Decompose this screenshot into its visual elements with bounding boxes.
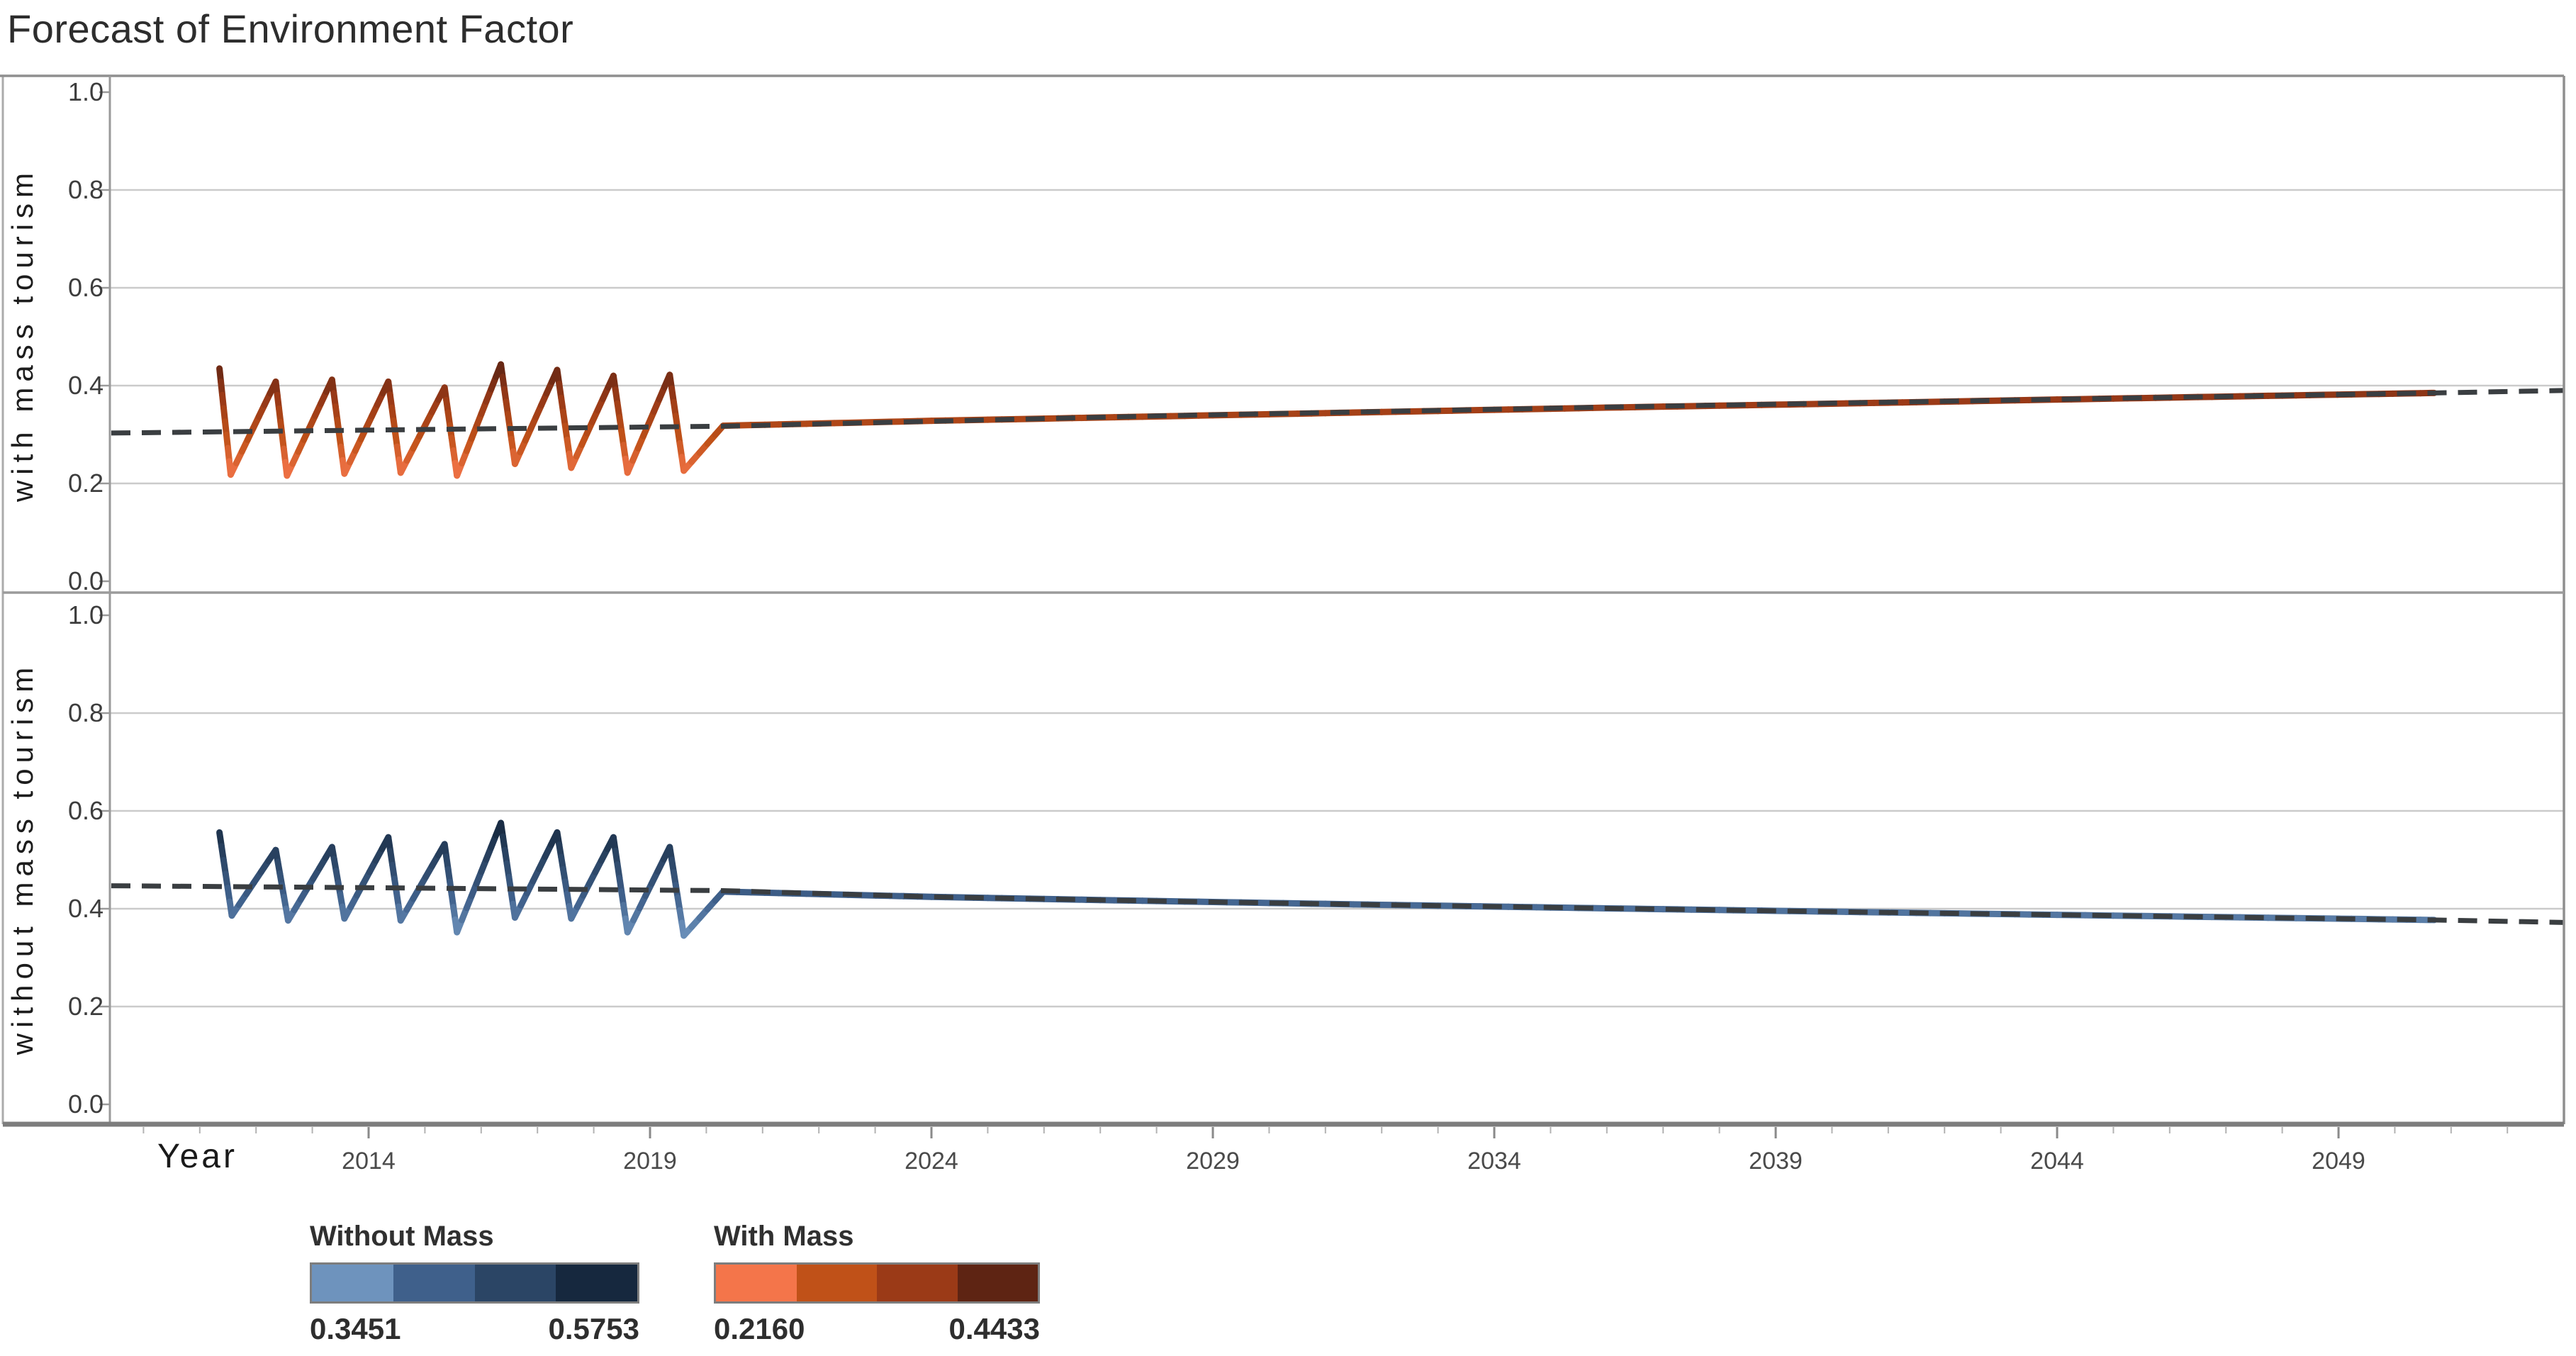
legend-with-mass-min: 0.2160	[714, 1312, 805, 1345]
panel-1-trend-line	[111, 883, 2564, 925]
legend-color-step	[877, 1265, 958, 1301]
legend-without-mass: Without Mass 0.3451 0.5753	[310, 1221, 639, 1346]
y-tick-label: 0.8	[67, 698, 103, 727]
legend-color-step	[312, 1265, 393, 1301]
legend-color-step	[796, 1265, 877, 1301]
y-tick-label: 0.0	[67, 1089, 103, 1119]
x-axis-title: Year	[157, 1138, 237, 1175]
y-tick-label: 0.4	[67, 894, 103, 923]
legend-with-mass-swatch	[714, 1262, 1040, 1304]
legend-color-step	[957, 1265, 1038, 1301]
legend-color-step	[716, 1265, 797, 1301]
x-tick-label: 2024	[905, 1148, 958, 1175]
panel-0-series	[216, 361, 2438, 479]
legend-with-mass-max: 0.4433	[948, 1312, 1040, 1345]
panel-0-gridlines	[110, 189, 2564, 485]
legend-without-mass-swatch	[310, 1262, 639, 1304]
x-tick-label: 2049	[2312, 1148, 2365, 1175]
y-tick-label: 0.0	[67, 566, 103, 595]
y-tick-label: 1.0	[67, 600, 103, 629]
legend-with-mass-title: With Mass	[714, 1221, 854, 1252]
y-axis-title-box-bottom: without mass tourism	[0, 593, 45, 1124]
x-tick-label: 2029	[1186, 1148, 1240, 1175]
y-tick-label: 0.2	[67, 469, 103, 498]
legend-without-mass-min: 0.3451	[310, 1312, 401, 1345]
panel-0-trend-line	[111, 388, 2564, 436]
y-tick-label: 0.8	[67, 175, 103, 204]
y-tick-label: 1.0	[67, 77, 103, 106]
y-tick-label: 0.6	[67, 273, 103, 302]
legend-without-mass-max: 0.5753	[548, 1312, 639, 1345]
x-tick-label: 2014	[342, 1148, 396, 1175]
legend-color-step	[474, 1265, 556, 1301]
y-tick-label: 0.4	[67, 371, 103, 400]
legend-color-step	[393, 1265, 475, 1301]
legend-color-step	[556, 1265, 637, 1301]
panel-1-gridlines	[110, 712, 2564, 1008]
y-tick-label: 0.2	[67, 992, 103, 1021]
page-title: Forecast of Environment Factor	[7, 6, 574, 51]
panel-1-series	[216, 819, 2438, 939]
x-tick-label: 2039	[1749, 1148, 1803, 1175]
legend-without-mass-title: Without Mass	[310, 1221, 494, 1252]
axis-ticks	[99, 91, 2509, 1138]
y-axis-title-without-mass: without mass tourism	[6, 661, 40, 1055]
x-tick-label: 2019	[623, 1148, 677, 1175]
x-tick-label: 2034	[1467, 1148, 1521, 1175]
y-tick-label: 0.6	[67, 796, 103, 825]
y-axis-title-with-mass: with mass tourism	[6, 167, 39, 502]
legend-with-mass: With Mass 0.2160 0.4433	[714, 1221, 1040, 1346]
x-tick-label: 2044	[2030, 1148, 2084, 1175]
y-axis-title-box-top: with mass tourism	[0, 76, 45, 593]
pane-borders	[0, 74, 2565, 1127]
